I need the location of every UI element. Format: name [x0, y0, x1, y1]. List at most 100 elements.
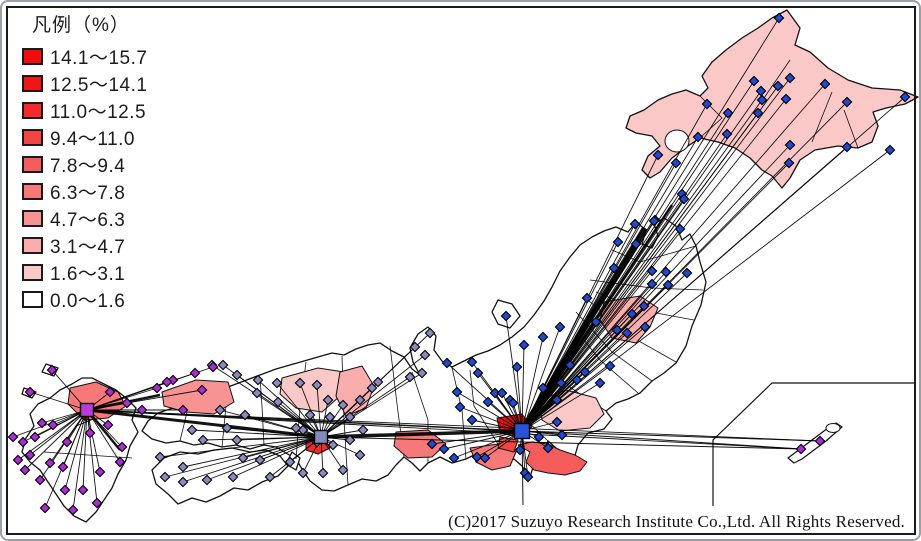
map-node [756, 94, 768, 106]
fukuoka-hub [79, 402, 95, 418]
flow-edge [41, 409, 88, 424]
legend-swatch [22, 210, 43, 227]
map-node [629, 218, 641, 230]
flow-trunk [320, 429, 523, 439]
map-node [479, 452, 491, 464]
flow-edge [521, 149, 891, 432]
flow-edge [459, 406, 523, 432]
map-node [899, 91, 911, 103]
map-node [254, 454, 266, 466]
map-node [17, 436, 29, 448]
map-node [701, 98, 713, 110]
map-node [795, 443, 807, 455]
map-node [136, 404, 148, 416]
flow-edge [39, 409, 88, 481]
map-node [67, 504, 79, 516]
map-node [522, 471, 534, 483]
map-node [102, 419, 114, 431]
map-node [197, 434, 209, 446]
map-node [196, 384, 208, 396]
legend-item: 6.3～7.8 [22, 178, 147, 205]
legend-swatch [22, 264, 43, 281]
legend-label: 7.8～9.4 [50, 156, 126, 177]
map-node [426, 438, 438, 450]
map-node [639, 321, 651, 333]
flow-edge [521, 283, 653, 432]
flow-trunk [86, 408, 322, 439]
map-node [337, 399, 349, 411]
map-node [39, 502, 51, 514]
map-node [496, 387, 508, 399]
map-node [621, 327, 633, 339]
map-node [518, 339, 530, 351]
map-node [227, 471, 239, 483]
map-node [114, 456, 126, 468]
map-node [12, 454, 24, 466]
map-node [612, 236, 624, 248]
flow-edge [505, 315, 523, 432]
map-node [77, 484, 89, 496]
map-node [404, 371, 416, 383]
map-node [454, 401, 466, 413]
map-node [752, 107, 764, 119]
map-node [84, 427, 96, 439]
legend-swatch [22, 75, 43, 92]
region-shizuoka [469, 443, 517, 471]
map-node [357, 424, 369, 436]
map-node [662, 279, 674, 291]
map-node [161, 376, 173, 388]
map-node [551, 416, 563, 428]
map-node [44, 457, 56, 469]
map-node [186, 424, 198, 436]
flow-edge [316, 384, 322, 438]
map-node [217, 359, 229, 371]
map-node [511, 361, 523, 373]
flow-edge [521, 77, 791, 432]
map-node [297, 467, 309, 479]
map-node [294, 377, 306, 389]
osaka-hub [313, 429, 329, 445]
map-node [571, 374, 583, 386]
map-node [482, 396, 494, 408]
legend-label: 14.1～15.7 [50, 48, 148, 69]
flow-edge [257, 379, 322, 438]
legend-title: 凡例（%） [32, 15, 130, 36]
map-node [424, 327, 436, 339]
map-node [471, 451, 483, 463]
map-node [500, 310, 512, 322]
flow-edge [72, 409, 88, 511]
map-node [674, 223, 686, 235]
legend-item: 12.5～14.1 [22, 70, 147, 97]
map-node [748, 75, 760, 87]
legend-items: 14.1～15.7 12.5～14.1 11.0～12.5 9.4～11.0 7.8～9… [22, 43, 147, 313]
flow-edge [521, 382, 601, 432]
map-node [116, 441, 128, 453]
map-node [555, 377, 567, 389]
map-node [317, 467, 329, 479]
map-node [214, 404, 226, 416]
flow-trunk [521, 430, 802, 450]
map-node [448, 452, 460, 464]
map-node [681, 267, 693, 279]
prefecture-border [259, 376, 265, 446]
legend-swatch [22, 102, 43, 119]
map-node [784, 139, 796, 151]
map-node [419, 349, 431, 361]
map-node [354, 394, 366, 406]
inset-boundary [712, 382, 916, 506]
map-node [91, 497, 103, 509]
map-node [784, 72, 796, 84]
map-node [272, 396, 284, 408]
map-node [36, 417, 48, 429]
map-node [581, 292, 593, 304]
flow-edge [471, 419, 523, 432]
map-node [841, 96, 853, 108]
map-node [648, 215, 660, 227]
flow-edge [206, 436, 322, 481]
map-node [61, 436, 73, 448]
map-node [252, 374, 264, 386]
map-node [814, 435, 826, 447]
flow-edge [29, 391, 88, 411]
